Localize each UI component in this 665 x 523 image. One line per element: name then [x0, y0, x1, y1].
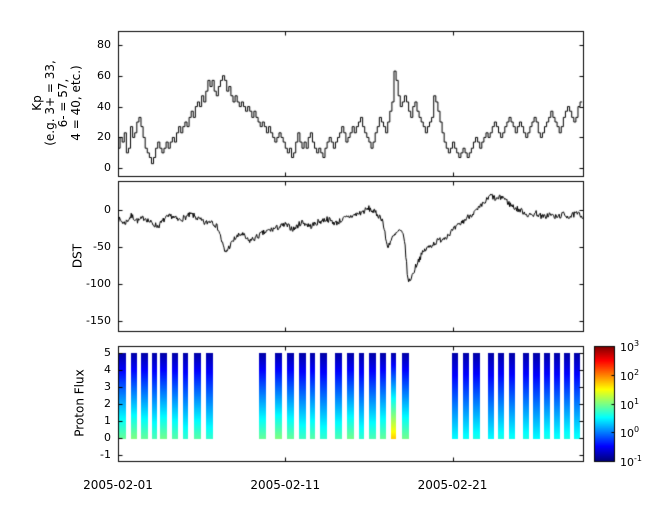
space-weather-figure: Kp (e.g. 3+ = 33, 6- = 57, 4 = 40, etc.)… [0, 0, 665, 523]
plot-canvas [0, 0, 665, 523]
